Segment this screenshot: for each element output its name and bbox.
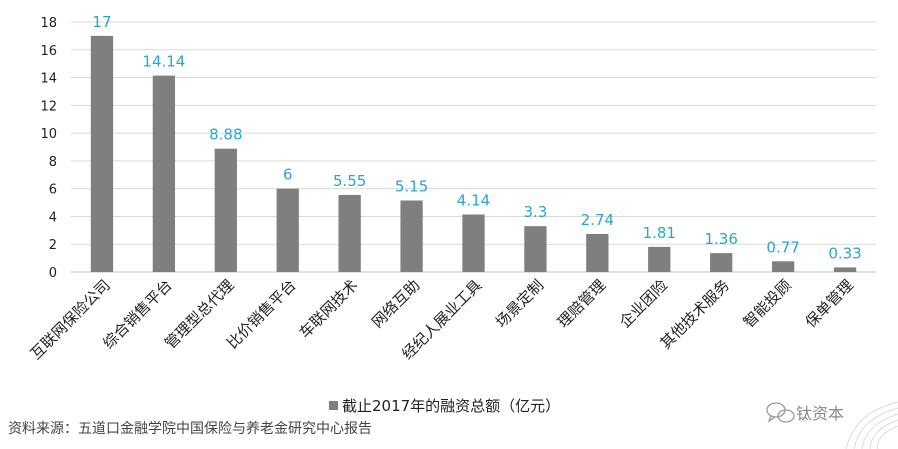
data-label: 0.77 (766, 238, 799, 256)
y-tick-label: 8 (49, 155, 57, 170)
data-label: 2.74 (581, 211, 614, 229)
bar (833, 267, 857, 272)
y-tick-label: 0 (49, 266, 57, 281)
data-label: 5.55 (333, 172, 366, 190)
data-label: 8.88 (209, 126, 242, 144)
data-label: 3.3 (523, 203, 547, 221)
y-tick-label: 6 (49, 183, 57, 198)
bar (152, 75, 176, 272)
data-label: 4.14 (457, 192, 490, 210)
y-tick-label: 16 (40, 44, 57, 59)
watermark-graphic (766, 401, 898, 449)
bar (462, 214, 485, 272)
bar (586, 233, 609, 272)
bar (276, 188, 299, 272)
bar (214, 148, 237, 272)
category-label: 保单管理 (802, 276, 857, 331)
data-label: 5.15 (395, 177, 428, 195)
gridlines (71, 21, 876, 273)
data-label: 1.36 (704, 230, 737, 248)
data-label: 0.33 (828, 244, 861, 262)
category-label: 理赔管理 (554, 276, 609, 331)
category-label: 互联网保险公司 (27, 276, 114, 363)
data-label: 6 (283, 166, 293, 184)
y-tick-label: 12 (40, 99, 57, 114)
category-label: 网络互助 (368, 276, 423, 331)
legend-swatch (329, 401, 338, 410)
watermark-text: 钛资本 (796, 404, 845, 423)
y-axis-ticks: 0 2 4 6 8 10 12 14 16 18 (40, 16, 57, 281)
source-note: 资料来源：五道口金融学院中国保险与养老金研究中心报告 (8, 421, 372, 437)
y-tick-label: 14 (40, 72, 57, 87)
bar (90, 35, 114, 273)
bar (771, 261, 795, 272)
bar (524, 226, 547, 272)
category-label: 企业团险 (616, 276, 671, 331)
data-labels: 17 14.14 8.88 6 5.55 5.15 4.14 3.3 2.74 1.81 1.36 0… (92, 13, 861, 263)
wechat-icon (766, 402, 795, 423)
y-tick-label: 2 (49, 238, 57, 253)
legend: 截止2017年的融资总额（亿元） (329, 397, 560, 415)
bar (400, 200, 423, 272)
bars (90, 35, 857, 273)
legend-label: 截止2017年的融资总额（亿元） (342, 397, 560, 415)
category-label: 智能投顾 (740, 276, 795, 331)
category-label: 车联网技术 (296, 276, 362, 342)
data-label: 17 (92, 13, 111, 31)
bar (648, 246, 671, 272)
data-label: 1.81 (643, 224, 676, 242)
data-label: 14.14 (142, 53, 185, 71)
y-tick-label: 4 (49, 210, 57, 225)
bar (710, 253, 733, 272)
y-tick-label: 18 (40, 16, 57, 31)
category-label: 场景定制 (492, 276, 547, 331)
y-tick-label: 10 (40, 127, 57, 142)
bar (338, 194, 361, 272)
